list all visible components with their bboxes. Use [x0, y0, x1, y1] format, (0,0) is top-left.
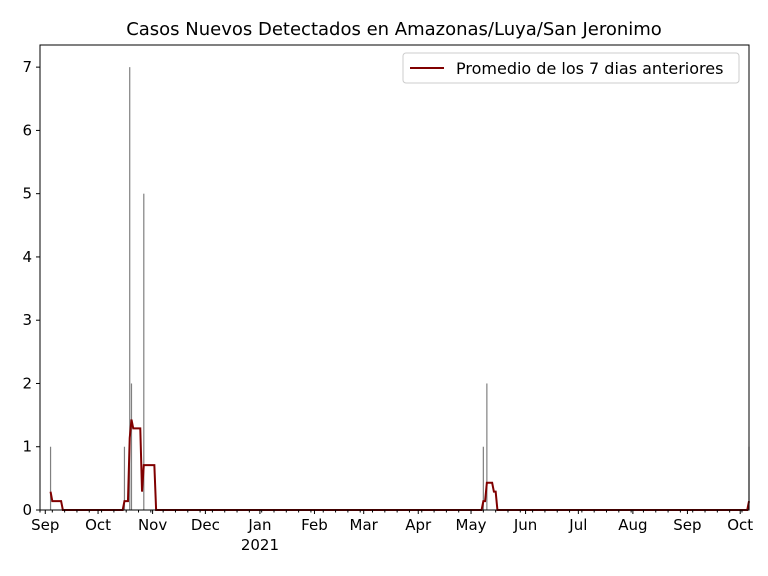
y-tick-label: 4 — [22, 248, 32, 266]
x-tick-label: Oct — [727, 516, 753, 534]
x-tick-label: Nov — [138, 516, 167, 534]
bar — [143, 193, 145, 510]
x-tick-label: Jul — [568, 516, 587, 534]
bar — [123, 446, 126, 510]
chart-title: Casos Nuevos Detectados en Amazonas/Luya… — [126, 19, 662, 40]
y-tick-label: 7 — [22, 58, 32, 76]
bar — [130, 383, 133, 510]
x-tick-sublabel: 2021 — [241, 536, 279, 554]
x-tick-label: Feb — [301, 516, 328, 534]
bar — [486, 383, 488, 510]
y-tick-label: 3 — [22, 311, 32, 329]
x-tick-label: Dec — [191, 516, 220, 534]
x-tick-label: Aug — [618, 516, 647, 534]
legend: Promedio de los 7 dias anteriores — [402, 52, 740, 84]
bar — [129, 67, 131, 511]
x-tick-label: Oct — [85, 516, 111, 534]
x-tick-label: Sep — [31, 516, 59, 534]
legend-label: Promedio de los 7 dias anteriores — [456, 59, 723, 78]
bar — [482, 446, 484, 510]
x-tick-label: Mar — [350, 516, 379, 534]
y-tick-label: 5 — [22, 185, 32, 203]
y-tick-label: 1 — [22, 438, 32, 456]
x-tick-label: May — [456, 516, 487, 534]
x-tick-label: Apr — [405, 516, 432, 534]
bar — [49, 446, 52, 510]
y-tick-label: 6 — [22, 121, 32, 139]
y-tick-label: 0 — [22, 501, 32, 519]
series-line — [49, 419, 750, 511]
y-tick-label: 2 — [22, 374, 32, 392]
x-tick-label: Sep — [673, 516, 701, 534]
plot-frame — [39, 44, 750, 511]
x-tick-label: Jan — [247, 516, 271, 534]
x-tick-label: Jun — [513, 516, 537, 534]
